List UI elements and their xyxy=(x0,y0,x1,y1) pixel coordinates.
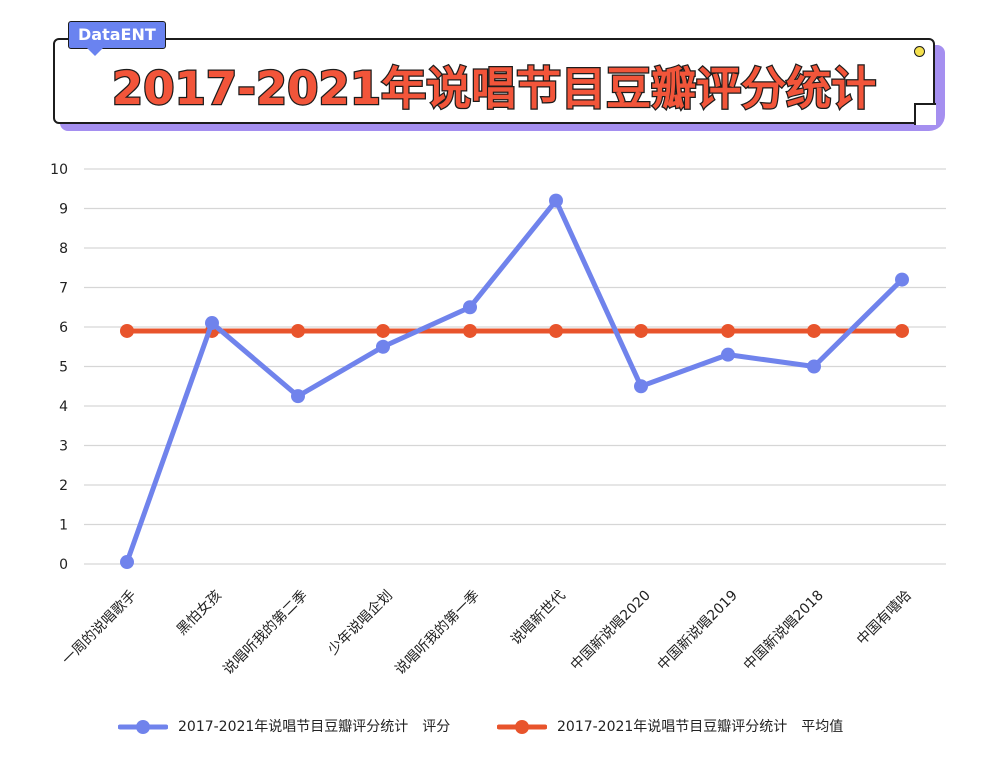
data-point-average xyxy=(721,323,735,338)
y-tick-label: 9 xyxy=(59,202,68,218)
x-tick-label: 少年说唱企划 xyxy=(324,587,395,658)
data-point-average xyxy=(895,323,909,338)
data-point-score xyxy=(120,555,134,570)
decorative-dot xyxy=(914,46,925,57)
data-point-average xyxy=(549,323,563,338)
data-point-score xyxy=(634,379,648,394)
legend-swatch-score xyxy=(118,720,168,734)
legend-swatch-average xyxy=(497,720,547,734)
data-point-score xyxy=(291,389,305,404)
data-point-average xyxy=(463,323,477,338)
x-tick-label: 说唱听我的第一季 xyxy=(392,587,483,678)
x-tick-label: 中国有嘻哈 xyxy=(854,588,915,649)
series-line-score xyxy=(124,198,905,565)
data-point-score xyxy=(376,339,390,354)
brand-tag: DataENT xyxy=(68,21,166,56)
y-tick-label: 10 xyxy=(50,162,68,178)
legend-marker-average xyxy=(515,720,529,734)
y-tick-label: 0 xyxy=(59,557,68,573)
y-tick-label: 8 xyxy=(59,241,68,257)
data-point-average xyxy=(634,323,648,338)
legend-label-average: 2017-2021年说唱节目豆瓣评分统计 平均值 xyxy=(557,719,844,735)
chart-legend: 2017-2021年说唱节目豆瓣评分统计 评分 2017-2021年说唱节目豆瓣… xyxy=(0,712,1000,742)
y-tick-label: 5 xyxy=(59,360,68,376)
title-banner: 2017-2021年说唱节目豆瓣评分统计 xyxy=(53,38,936,125)
data-point-score xyxy=(549,193,563,208)
data-point-score xyxy=(895,272,909,287)
page-fold-corner xyxy=(914,103,936,125)
data-point-average xyxy=(120,323,134,338)
y-tick-label: 2 xyxy=(59,478,68,494)
legend-marker-score xyxy=(136,720,150,734)
x-tick-label: 说唱听我的第二季 xyxy=(220,587,311,678)
data-point-score xyxy=(721,347,735,362)
data-point-score xyxy=(205,316,219,331)
x-tick-label: 中国新说唱2020 xyxy=(568,588,654,674)
y-tick-label: 3 xyxy=(59,439,68,455)
y-tick-label: 7 xyxy=(59,281,68,297)
x-tick-label: 一周的说唱歌手 xyxy=(59,588,140,669)
x-tick-label: 中国新说唱2019 xyxy=(655,588,741,674)
x-tick-label: 说唱新世代 xyxy=(508,588,569,649)
data-point-score xyxy=(463,300,477,315)
y-tick-label: 4 xyxy=(59,399,68,415)
data-point-average xyxy=(376,323,390,338)
chart-title: 2017-2021年说唱节目豆瓣评分统计 xyxy=(111,61,878,117)
data-point-score xyxy=(807,359,821,374)
data-point-average xyxy=(291,323,305,338)
y-tick-label: 6 xyxy=(59,320,68,336)
legend-label-score: 2017-2021年说唱节目豆瓣评分统计 评分 xyxy=(178,719,451,735)
y-tick-label: 1 xyxy=(59,518,68,534)
x-tick-label: 中国新说唱2018 xyxy=(741,588,827,674)
x-tick-label: 黑怕女孩 xyxy=(173,587,225,639)
data-point-average xyxy=(807,323,821,338)
